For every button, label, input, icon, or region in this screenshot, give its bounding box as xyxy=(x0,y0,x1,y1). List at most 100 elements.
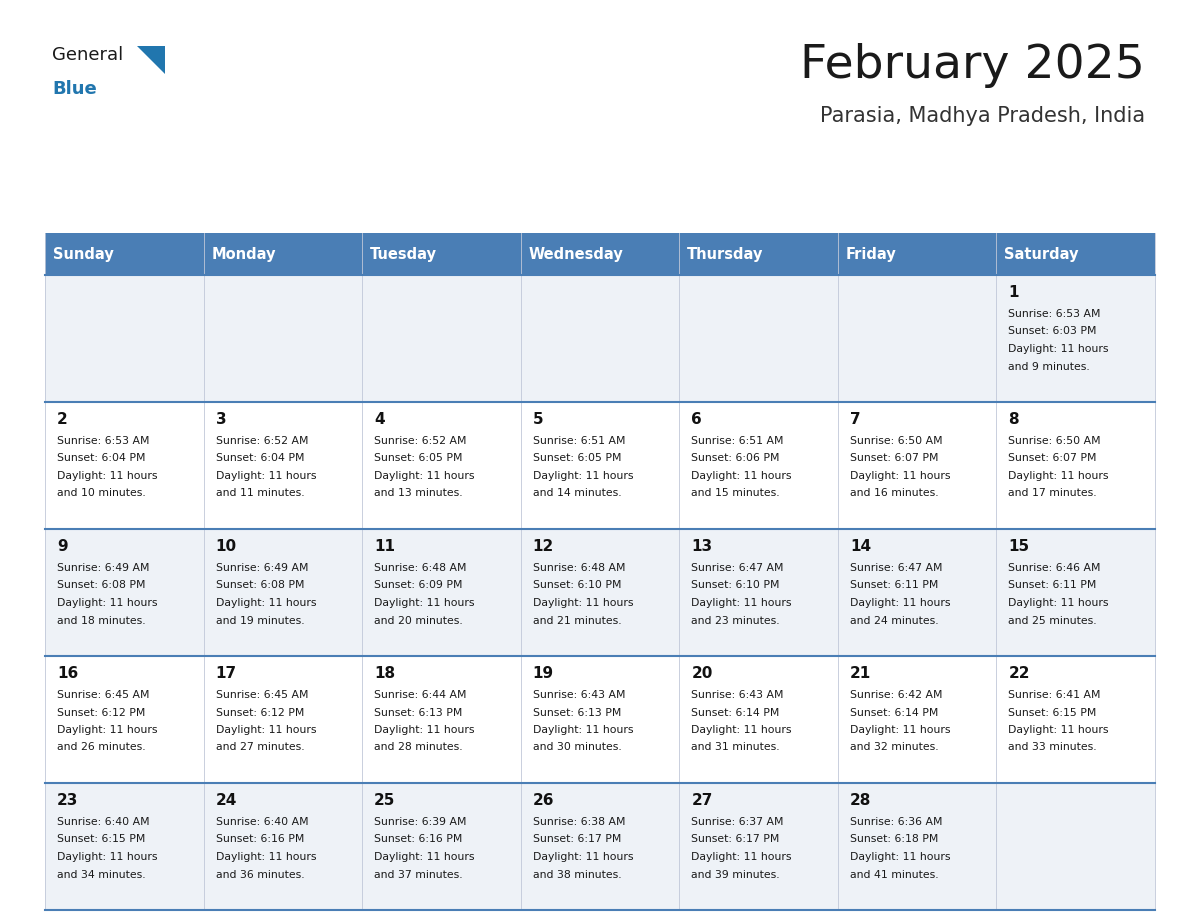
Text: 28: 28 xyxy=(849,793,871,808)
Text: Sunset: 6:13 PM: Sunset: 6:13 PM xyxy=(374,708,462,718)
Text: Monday: Monday xyxy=(211,247,276,262)
Bar xyxy=(203,233,362,275)
Bar xyxy=(45,783,1155,910)
Text: and 10 minutes.: and 10 minutes. xyxy=(57,488,146,498)
Bar xyxy=(45,656,1155,783)
Text: Daylight: 11 hours: Daylight: 11 hours xyxy=(374,598,475,608)
Text: Daylight: 11 hours: Daylight: 11 hours xyxy=(215,725,316,735)
Text: Sunday: Sunday xyxy=(53,247,114,262)
Text: 5: 5 xyxy=(532,412,543,427)
Text: and 26 minutes.: and 26 minutes. xyxy=(57,743,146,753)
Text: and 11 minutes.: and 11 minutes. xyxy=(215,488,304,498)
Text: Sunrise: 6:50 AM: Sunrise: 6:50 AM xyxy=(1009,436,1101,446)
Text: and 27 minutes.: and 27 minutes. xyxy=(215,743,304,753)
Bar xyxy=(997,233,1155,275)
Text: 21: 21 xyxy=(849,666,871,681)
Text: Daylight: 11 hours: Daylight: 11 hours xyxy=(691,725,791,735)
Bar xyxy=(362,233,520,275)
Text: Sunrise: 6:42 AM: Sunrise: 6:42 AM xyxy=(849,690,942,700)
Text: Daylight: 11 hours: Daylight: 11 hours xyxy=(215,471,316,481)
Text: Saturday: Saturday xyxy=(1004,247,1079,262)
Text: 15: 15 xyxy=(1009,539,1030,554)
Text: Sunset: 6:04 PM: Sunset: 6:04 PM xyxy=(57,453,145,464)
Text: Sunrise: 6:40 AM: Sunrise: 6:40 AM xyxy=(57,817,150,827)
Text: Sunset: 6:11 PM: Sunset: 6:11 PM xyxy=(1009,580,1097,590)
Text: Daylight: 11 hours: Daylight: 11 hours xyxy=(532,598,633,608)
Text: Sunset: 6:03 PM: Sunset: 6:03 PM xyxy=(1009,327,1097,337)
Text: Sunrise: 6:39 AM: Sunrise: 6:39 AM xyxy=(374,817,467,827)
Text: Sunrise: 6:50 AM: Sunrise: 6:50 AM xyxy=(849,436,942,446)
Text: Sunrise: 6:49 AM: Sunrise: 6:49 AM xyxy=(57,563,150,573)
Text: Daylight: 11 hours: Daylight: 11 hours xyxy=(532,471,633,481)
Text: 26: 26 xyxy=(532,793,555,808)
Text: 23: 23 xyxy=(57,793,78,808)
Text: Daylight: 11 hours: Daylight: 11 hours xyxy=(1009,344,1108,354)
Text: 17: 17 xyxy=(215,666,236,681)
Text: and 31 minutes.: and 31 minutes. xyxy=(691,743,779,753)
Text: Friday: Friday xyxy=(846,247,897,262)
Text: Sunset: 6:14 PM: Sunset: 6:14 PM xyxy=(691,708,779,718)
Text: General: General xyxy=(52,46,124,64)
Text: Daylight: 11 hours: Daylight: 11 hours xyxy=(1009,598,1108,608)
Text: Sunset: 6:05 PM: Sunset: 6:05 PM xyxy=(374,453,462,464)
Text: and 23 minutes.: and 23 minutes. xyxy=(691,615,779,625)
Text: Sunrise: 6:43 AM: Sunrise: 6:43 AM xyxy=(532,690,625,700)
Text: Sunrise: 6:48 AM: Sunrise: 6:48 AM xyxy=(374,563,467,573)
Text: 2: 2 xyxy=(57,412,68,427)
Text: Sunrise: 6:53 AM: Sunrise: 6:53 AM xyxy=(57,436,150,446)
Text: and 25 minutes.: and 25 minutes. xyxy=(1009,615,1097,625)
Text: Daylight: 11 hours: Daylight: 11 hours xyxy=(849,598,950,608)
Text: Sunset: 6:13 PM: Sunset: 6:13 PM xyxy=(532,708,621,718)
Text: Sunset: 6:17 PM: Sunset: 6:17 PM xyxy=(691,834,779,845)
Text: 10: 10 xyxy=(215,539,236,554)
Text: and 28 minutes.: and 28 minutes. xyxy=(374,743,463,753)
Text: Sunrise: 6:47 AM: Sunrise: 6:47 AM xyxy=(691,563,784,573)
Text: and 20 minutes.: and 20 minutes. xyxy=(374,615,463,625)
Text: and 38 minutes.: and 38 minutes. xyxy=(532,869,621,879)
Text: and 16 minutes.: and 16 minutes. xyxy=(849,488,939,498)
Text: Blue: Blue xyxy=(52,80,96,98)
Text: Sunset: 6:05 PM: Sunset: 6:05 PM xyxy=(532,453,621,464)
Text: Daylight: 11 hours: Daylight: 11 hours xyxy=(849,471,950,481)
Text: Sunset: 6:08 PM: Sunset: 6:08 PM xyxy=(215,580,304,590)
Text: and 30 minutes.: and 30 minutes. xyxy=(532,743,621,753)
Text: Sunrise: 6:47 AM: Sunrise: 6:47 AM xyxy=(849,563,942,573)
Text: Daylight: 11 hours: Daylight: 11 hours xyxy=(215,598,316,608)
Text: Sunrise: 6:45 AM: Sunrise: 6:45 AM xyxy=(57,690,150,700)
Text: Sunset: 6:07 PM: Sunset: 6:07 PM xyxy=(1009,453,1097,464)
Text: 13: 13 xyxy=(691,539,713,554)
Text: and 15 minutes.: and 15 minutes. xyxy=(691,488,779,498)
Text: Sunset: 6:15 PM: Sunset: 6:15 PM xyxy=(1009,708,1097,718)
Text: and 14 minutes.: and 14 minutes. xyxy=(532,488,621,498)
Text: Daylight: 11 hours: Daylight: 11 hours xyxy=(691,852,791,862)
Text: 24: 24 xyxy=(215,793,236,808)
Text: 25: 25 xyxy=(374,793,396,808)
Text: Sunset: 6:16 PM: Sunset: 6:16 PM xyxy=(374,834,462,845)
Text: Sunrise: 6:52 AM: Sunrise: 6:52 AM xyxy=(215,436,308,446)
Text: Daylight: 11 hours: Daylight: 11 hours xyxy=(532,852,633,862)
Bar xyxy=(680,233,838,275)
Text: Sunset: 6:10 PM: Sunset: 6:10 PM xyxy=(532,580,621,590)
Text: Sunrise: 6:48 AM: Sunrise: 6:48 AM xyxy=(532,563,625,573)
Text: and 34 minutes.: and 34 minutes. xyxy=(57,869,146,879)
Bar xyxy=(520,233,680,275)
Text: and 37 minutes.: and 37 minutes. xyxy=(374,869,463,879)
Text: Sunset: 6:08 PM: Sunset: 6:08 PM xyxy=(57,580,145,590)
Text: Sunrise: 6:45 AM: Sunrise: 6:45 AM xyxy=(215,690,308,700)
Text: Daylight: 11 hours: Daylight: 11 hours xyxy=(215,852,316,862)
Text: and 17 minutes.: and 17 minutes. xyxy=(1009,488,1097,498)
Text: and 41 minutes.: and 41 minutes. xyxy=(849,869,939,879)
Text: 18: 18 xyxy=(374,666,396,681)
Bar xyxy=(45,275,1155,402)
Text: 22: 22 xyxy=(1009,666,1030,681)
Text: Daylight: 11 hours: Daylight: 11 hours xyxy=(849,852,950,862)
Text: 1: 1 xyxy=(1009,285,1019,300)
Text: Sunset: 6:16 PM: Sunset: 6:16 PM xyxy=(215,834,304,845)
Text: Daylight: 11 hours: Daylight: 11 hours xyxy=(691,471,791,481)
Text: Sunrise: 6:51 AM: Sunrise: 6:51 AM xyxy=(691,436,784,446)
Text: Thursday: Thursday xyxy=(687,247,764,262)
Text: Daylight: 11 hours: Daylight: 11 hours xyxy=(374,852,475,862)
Text: Daylight: 11 hours: Daylight: 11 hours xyxy=(1009,725,1108,735)
Text: 8: 8 xyxy=(1009,412,1019,427)
Text: 16: 16 xyxy=(57,666,78,681)
